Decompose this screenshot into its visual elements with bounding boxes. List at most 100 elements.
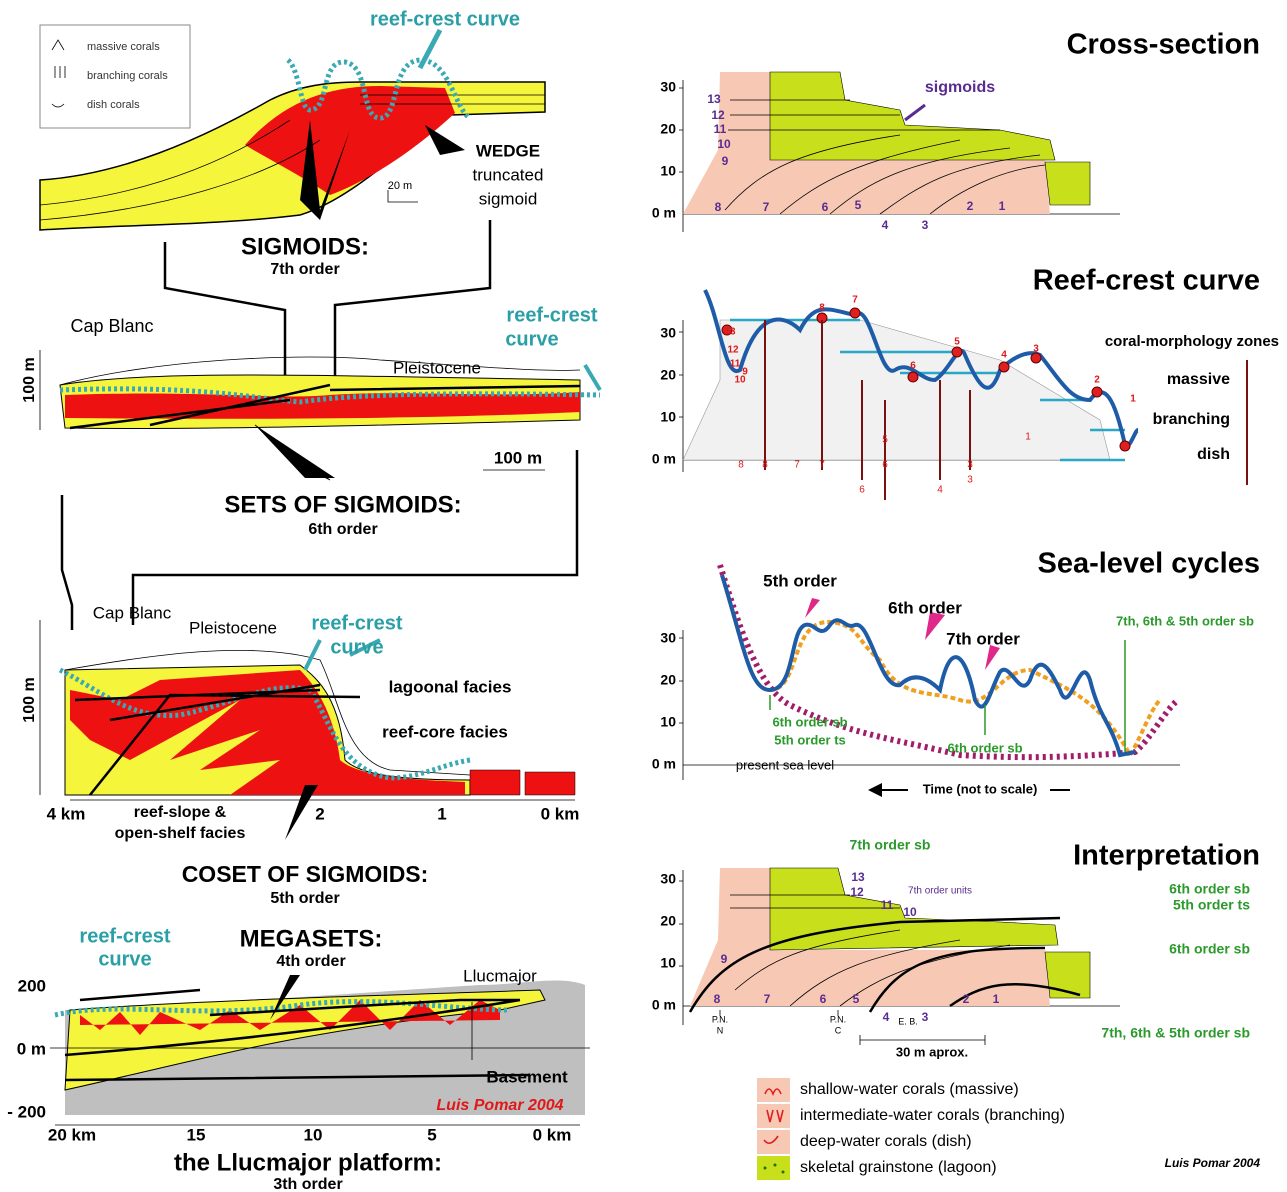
panel-title: the Llucmajor platform:	[174, 1149, 442, 1176]
panel-title: COSET OF SIGMOIDS:	[182, 861, 429, 887]
label: 4th order	[276, 953, 345, 970]
label: 3th order	[273, 1176, 342, 1192]
label: 4	[1001, 350, 1007, 361]
label: P.N.	[712, 1014, 728, 1024]
label: 6	[882, 460, 888, 471]
label: 20	[660, 367, 676, 383]
label: 30 m aprox.	[896, 1044, 968, 1059]
label: 7th order sb	[850, 837, 931, 853]
label: Luis Pomar 2004	[1165, 1156, 1261, 1170]
label: 10	[660, 714, 676, 730]
label: 7	[852, 295, 858, 306]
label: 200	[18, 976, 46, 995]
label: 12	[850, 885, 864, 899]
label: 10	[903, 905, 917, 919]
label: 5th order	[763, 571, 837, 590]
label: 13	[724, 327, 736, 338]
label: 6	[859, 485, 865, 496]
legend-entry: shallow-water corals (massive)	[800, 1081, 1019, 1098]
label: Luis Pomar 2004	[436, 1097, 563, 1114]
label: 12	[711, 108, 725, 122]
sets-red	[65, 392, 580, 419]
arrow-head	[868, 783, 882, 797]
label: present sea level	[736, 757, 834, 772]
label: 7th, 6th & 5th order sb	[1116, 613, 1254, 628]
label: 15	[187, 1125, 206, 1144]
label: reef-crest curve	[370, 8, 520, 30]
label: 6	[822, 200, 829, 214]
label: 30	[660, 630, 676, 646]
label: 10	[660, 163, 676, 179]
label: Pleistocene	[189, 618, 277, 637]
label: 8	[714, 992, 721, 1006]
label: branching corals	[87, 70, 168, 82]
label: 7th order units	[908, 886, 972, 897]
label: 5	[954, 337, 960, 348]
legend-entry: deep-water corals (dish)	[800, 1133, 972, 1150]
label: 0 m	[652, 205, 676, 221]
label: 20 m	[388, 180, 412, 192]
label: 6	[910, 361, 916, 372]
label: 20 km	[48, 1125, 96, 1144]
label: curve	[98, 948, 151, 970]
label: 11	[730, 359, 741, 370]
label: 8	[738, 460, 744, 471]
panel-title: Sea-level cycles	[1037, 548, 1260, 580]
label: 30	[660, 79, 676, 95]
label: coral-morphology zones	[1105, 333, 1279, 350]
label: C	[835, 1025, 842, 1035]
label: E. B.	[898, 1016, 918, 1026]
label: 2	[967, 199, 974, 213]
label: dish corals	[87, 99, 140, 111]
label: 1	[993, 992, 1000, 1006]
label: 6th order sb	[1169, 881, 1250, 897]
reef-crest-pointer	[585, 365, 600, 390]
label: 5th order	[270, 890, 339, 907]
label: 100 m	[21, 677, 38, 722]
label: 4	[883, 1010, 890, 1024]
pointer	[905, 105, 925, 120]
label: 20	[660, 121, 676, 137]
label: dish	[1197, 446, 1230, 463]
label: 9	[721, 952, 728, 966]
label: WEDGE	[476, 141, 540, 160]
label: 10	[660, 409, 676, 425]
label: Time (not to scale)	[923, 781, 1038, 796]
label: 2	[1094, 375, 1100, 386]
label: 7th order	[946, 629, 1020, 648]
label: 13	[707, 92, 721, 106]
label: 6th order	[308, 521, 377, 538]
label: 1	[1025, 432, 1031, 443]
label: 7	[763, 200, 770, 214]
label: 0 m	[17, 1039, 46, 1058]
label: 8	[715, 200, 722, 214]
legend-swatch	[757, 1078, 790, 1102]
label: reef-crest	[506, 304, 598, 326]
label: sigmoids	[925, 79, 995, 96]
label: 8	[819, 303, 825, 314]
label: 0 km	[533, 1125, 572, 1144]
label: 2	[315, 804, 324, 823]
label: Pleistocene	[393, 358, 481, 377]
label: 5	[427, 1125, 436, 1144]
legend-swatch	[757, 1156, 790, 1180]
label: 5th order ts	[1173, 897, 1250, 913]
label: Basement	[486, 1067, 568, 1086]
label: 5th order ts	[774, 732, 846, 747]
label: 100 m	[21, 357, 38, 402]
label: 30	[660, 871, 676, 887]
pointer	[255, 425, 335, 478]
label: 1	[1130, 394, 1136, 405]
panel-title: Reef-crest curve	[1033, 265, 1260, 297]
label: 10	[734, 375, 746, 386]
label: reef-crest	[79, 925, 171, 947]
label: Cap Blanc	[93, 603, 172, 622]
panel-title: SIGMOIDS:	[241, 233, 369, 260]
label: 4	[882, 218, 889, 232]
label: 20	[660, 913, 676, 929]
panel-title: Cross-section	[1067, 29, 1260, 61]
label: 0 m	[652, 756, 676, 772]
label: 7th order	[270, 261, 339, 278]
label: 0 km	[541, 804, 580, 823]
label: 5	[855, 198, 862, 212]
